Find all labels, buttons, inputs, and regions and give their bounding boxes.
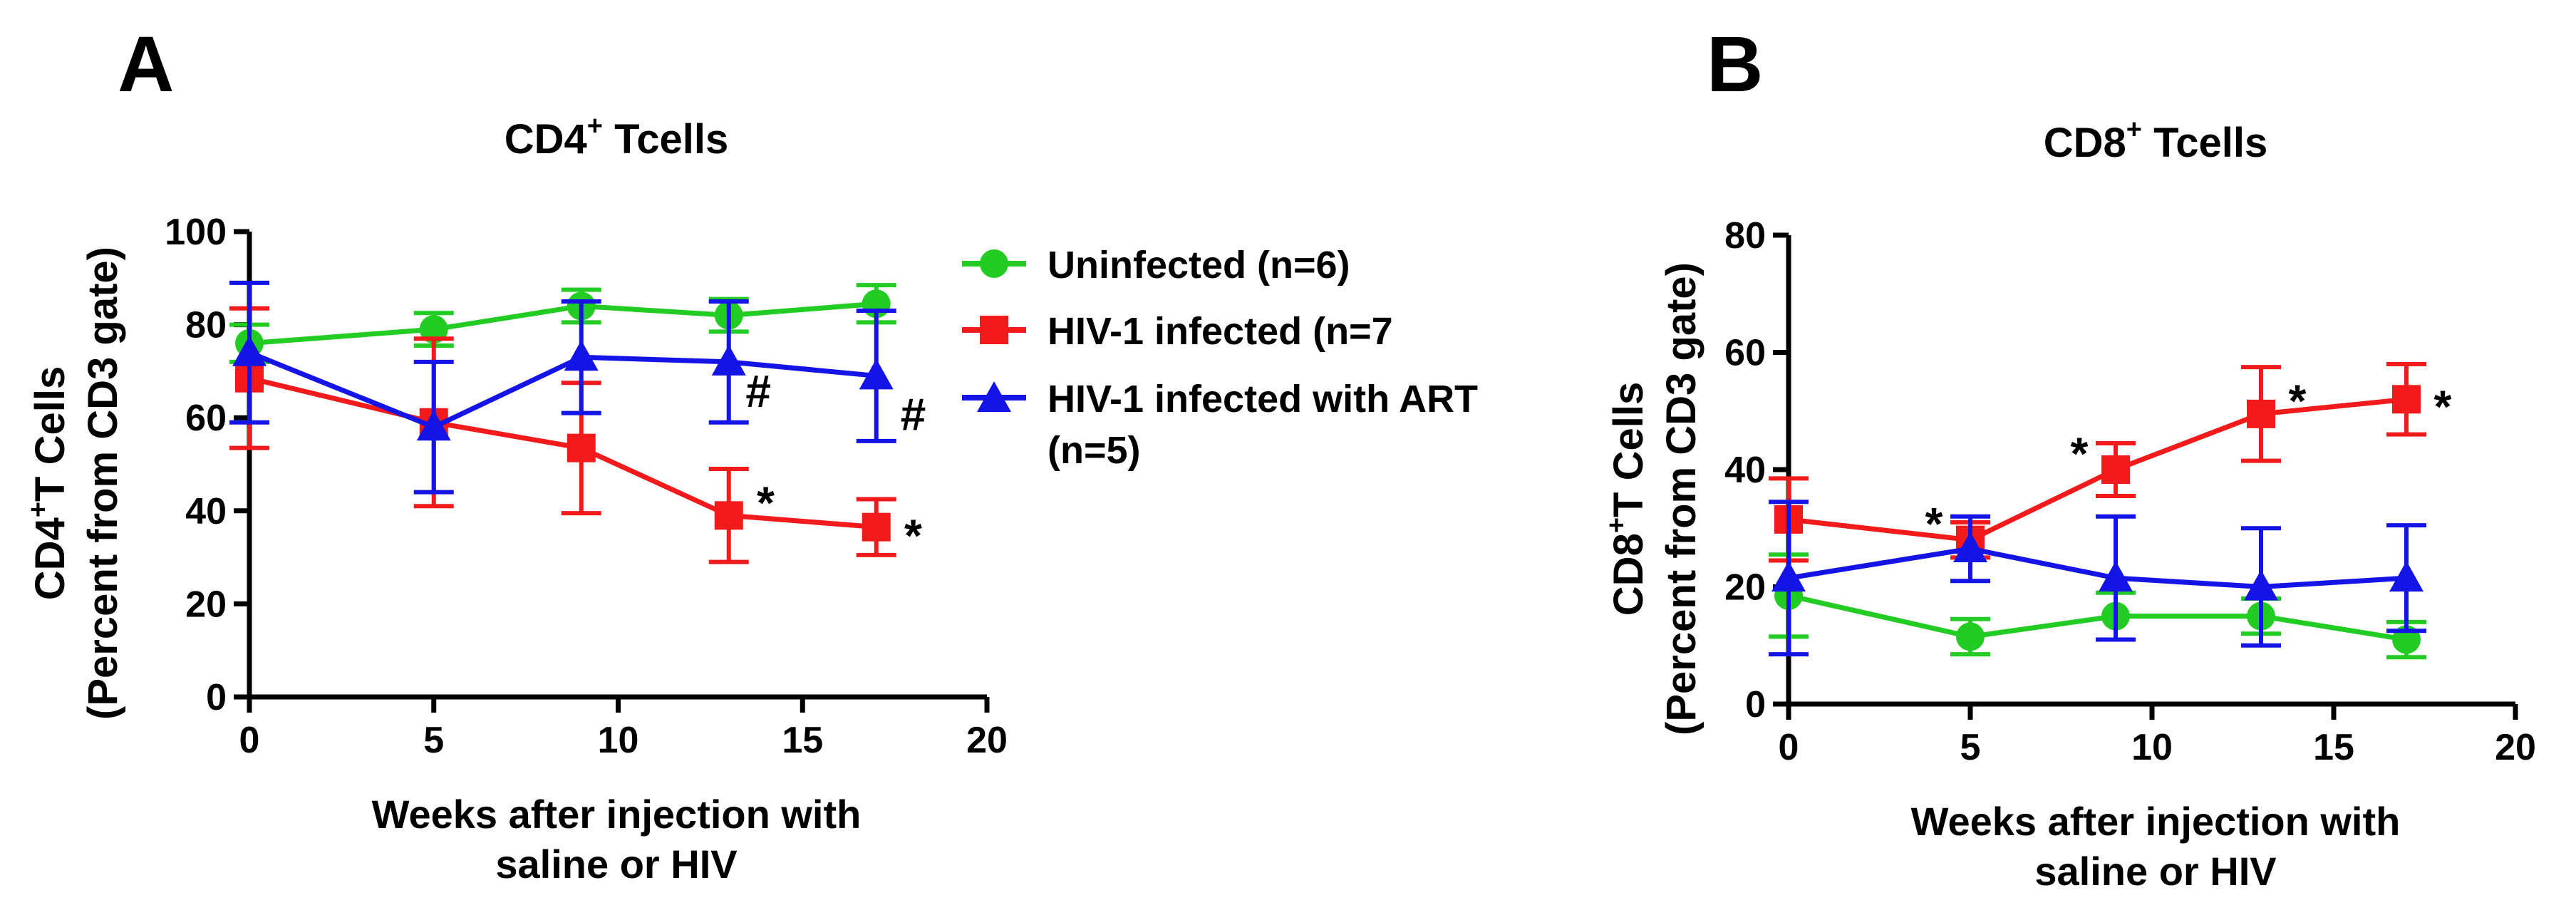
x-axis-label-a-line2: saline or HIV: [495, 842, 737, 886]
svg-text:(n=5): (n=5): [1048, 429, 1141, 472]
significance-marker: *: [1925, 498, 1943, 549]
series-line: [1788, 593, 2407, 642]
data-point: [567, 433, 596, 462]
series-line: [1788, 396, 2407, 543]
plot-area-a: 0 20 40 60 80 100 0 5 10 15 20 * * # #: [165, 212, 1008, 761]
data-point: [1953, 532, 1987, 563]
chart-title-a: CD4+ Tcells: [505, 111, 728, 162]
x-tick-label: 0: [239, 720, 260, 761]
data-point: [419, 315, 448, 344]
x-tick-label: 5: [1960, 727, 1981, 768]
svg-text:CD4+T Cells: CD4+T Cells: [24, 366, 73, 600]
data-point: [2099, 561, 2133, 592]
data-point: [2101, 455, 2130, 484]
svg-text:Uninfected (n=6): Uninfected (n=6): [1048, 244, 1350, 286]
series-square: [229, 306, 896, 564]
y-tick-label: 0: [1745, 684, 1766, 725]
series-square: [1769, 361, 2426, 563]
plot-area-b: 0 20 40 60 80 0 5 10 15 20 * * * *: [1724, 215, 2536, 768]
y-axis-label-b-line2: (Percent from CD3 gate): [1658, 262, 1705, 735]
series-line: [249, 376, 877, 530]
significance-marker: *: [2434, 381, 2452, 433]
x-axis-label-b-line2: saline or HIV: [2034, 849, 2276, 894]
panel-letter-b: B: [1707, 21, 1763, 108]
x-tick-label: 15: [2313, 727, 2354, 768]
data-point: [232, 335, 267, 366]
series-line: [248, 350, 877, 430]
significance-marker: *: [904, 510, 922, 561]
x-axis-label-b-line1: Weeks after injection with: [1911, 799, 2401, 844]
y-tick-label: 40: [185, 491, 227, 532]
data-point: [2247, 399, 2275, 428]
significance-marker: *: [2071, 428, 2089, 479]
data-point: [714, 501, 743, 530]
chart-panel-b: CD8+ Tcells CD8+T Cells (Percent from CD…: [1602, 115, 2536, 894]
legend: Uninfected (n=6) HIV-1 infected (n=7 HIV…: [962, 244, 1478, 472]
data-point: [862, 512, 891, 542]
y-tick-label: 60: [1724, 333, 1766, 374]
y-tick-label: 40: [1724, 450, 1766, 491]
svg-text:HIV-1 infected with ART: HIV-1 infected with ART: [1048, 378, 1478, 420]
y-axis-label-b: CD8+T Cells (Percent from CD3 gate): [1602, 262, 1705, 735]
data-point: [859, 358, 894, 390]
chart-title-b: CD8+ Tcells: [2044, 115, 2267, 166]
series-circle: [1769, 552, 2426, 660]
series-circle: [229, 283, 896, 364]
x-tick-label: 10: [2131, 727, 2173, 768]
significance-marker: #: [745, 366, 771, 417]
x-axis-label-a-line1: Weeks after injection with: [372, 792, 862, 837]
data-point: [2392, 385, 2421, 414]
data-point: [1771, 561, 1806, 592]
data-point: [2244, 569, 2278, 601]
x-tick-label: 20: [966, 720, 1008, 761]
legend-item-uninfected: Uninfected (n=6): [962, 244, 1350, 286]
y-tick-label: 60: [185, 398, 227, 439]
y-axis-label-a-line2: (Percent from CD3 gate): [80, 247, 126, 720]
data-point: [416, 410, 451, 441]
y-tick-label: 80: [185, 305, 227, 346]
significance-marker: *: [2289, 375, 2307, 426]
significance-marker: #: [901, 389, 926, 440]
x-tick-label: 5: [423, 720, 444, 761]
data-point: [1956, 622, 1985, 651]
y-tick-label: 80: [1724, 215, 1766, 257]
x-tick-label: 0: [1779, 727, 1799, 768]
panel-letter-a: A: [118, 21, 174, 108]
data-point: [711, 344, 746, 376]
significance-marker: *: [757, 477, 775, 529]
y-tick-label: 20: [185, 584, 227, 625]
x-tick-label: 15: [782, 720, 823, 761]
x-tick-label: 20: [2495, 727, 2536, 768]
data-point: [2389, 561, 2424, 592]
data-point: [564, 340, 599, 371]
series-line: [1788, 546, 2407, 590]
series-triangle: [1769, 500, 2426, 657]
legend-item-hiv-art: HIV-1 infected with ART (n=5): [962, 378, 1478, 472]
x-tick-label: 10: [598, 720, 639, 761]
svg-text:HIV-1 infected (n=7: HIV-1 infected (n=7: [1048, 310, 1393, 353]
svg-text:CD8+T Cells: CD8+T Cells: [1602, 382, 1652, 616]
y-tick-label: 20: [1724, 567, 1766, 609]
chart-panel-a: CD4+ Tcells CD4+T Cells (Percent from CD…: [24, 111, 1008, 886]
series-triangle: [229, 280, 896, 495]
legend-item-hiv-infected: HIV-1 infected (n=7: [962, 310, 1393, 353]
y-tick-label: 100: [165, 212, 227, 253]
y-axis-label-a: CD4+T Cells (Percent from CD3 gate): [24, 247, 126, 720]
y-tick-label: 0: [206, 677, 227, 718]
